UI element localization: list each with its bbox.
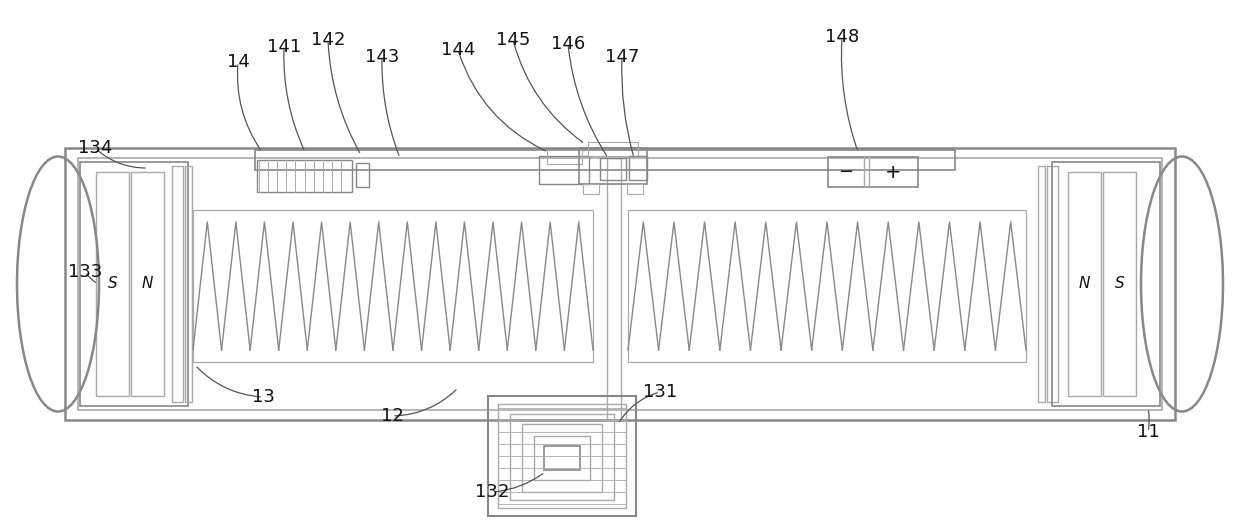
Text: +: + (884, 162, 901, 181)
Bar (81, 162, 188, 406)
Text: S: S (1115, 277, 1125, 291)
Text: 134: 134 (78, 139, 112, 157)
Text: 14: 14 (227, 53, 249, 71)
Text: S: S (108, 277, 118, 291)
Bar (588, 142, 639, 156)
Bar (489, 396, 636, 516)
Text: 146: 146 (551, 35, 585, 53)
Text: 147: 147 (605, 48, 639, 66)
Text: 145: 145 (496, 31, 531, 49)
Text: 144: 144 (440, 41, 475, 59)
Text: 132: 132 (475, 483, 510, 501)
Text: 13: 13 (252, 388, 274, 406)
Text: 133: 133 (68, 263, 102, 281)
Bar (172, 166, 184, 402)
Bar (534, 436, 590, 480)
Bar (131, 172, 164, 396)
Bar (356, 163, 370, 187)
Text: 142: 142 (311, 31, 345, 49)
Bar (95, 172, 129, 396)
Text: N: N (1079, 277, 1090, 291)
Bar (185, 166, 192, 402)
Bar (64, 148, 1176, 420)
Text: 141: 141 (267, 38, 301, 56)
Bar (544, 446, 580, 470)
Bar (629, 156, 647, 180)
Bar (257, 160, 352, 192)
Bar (547, 150, 582, 164)
Bar (583, 184, 599, 194)
Text: 11: 11 (1137, 423, 1159, 441)
Bar (78, 158, 1162, 410)
Bar (627, 184, 644, 194)
Bar (1047, 166, 1058, 402)
Text: 12: 12 (381, 407, 403, 425)
Bar (1068, 172, 1101, 396)
Bar (1104, 172, 1136, 396)
Text: 131: 131 (642, 383, 677, 401)
Bar (1038, 166, 1045, 402)
Text: 148: 148 (825, 28, 859, 46)
Text: −: − (838, 163, 853, 181)
Bar (193, 210, 593, 362)
Bar (498, 404, 626, 508)
Bar (255, 150, 955, 170)
Bar (1052, 162, 1159, 406)
Bar (539, 156, 589, 184)
Text: 143: 143 (365, 48, 399, 66)
Text: N: N (141, 277, 154, 291)
Bar (627, 210, 1025, 362)
Bar (600, 158, 626, 180)
Bar (828, 157, 918, 187)
Bar (608, 158, 621, 420)
Bar (579, 148, 647, 184)
Bar (510, 414, 614, 500)
Bar (522, 424, 601, 492)
